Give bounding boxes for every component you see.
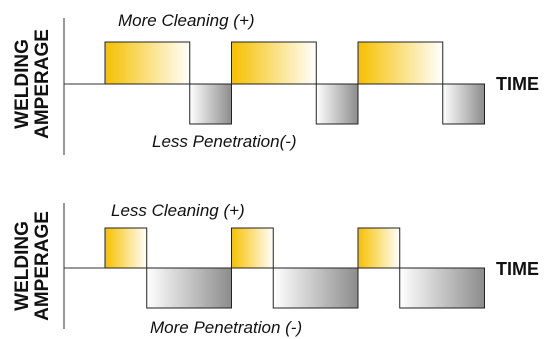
y-axis-label-welding: WELDING <box>12 221 33 311</box>
negative-pulse <box>315 83 359 125</box>
negative-pulse <box>146 267 232 309</box>
positive-pulse <box>231 41 317 85</box>
positive-pulse <box>104 41 191 85</box>
panel-more-cleaning: WELDING AMPERAGE TIME More Cleaning (+) … <box>12 11 539 155</box>
negative-pulse <box>399 267 485 309</box>
y-axis-label-amperage: AMPERAGE <box>32 29 53 139</box>
positive-annotation: More Cleaning (+) <box>118 11 255 30</box>
positive-annotation: Less Cleaning (+) <box>111 201 245 220</box>
positive-pulse <box>357 41 444 85</box>
negative-pulse <box>442 83 486 125</box>
negative-annotation: More Penetration (-) <box>150 318 302 337</box>
positive-pulse <box>357 227 401 269</box>
y-axis-label-welding: WELDING <box>12 39 33 129</box>
negative-pulse <box>189 83 233 125</box>
time-label: TIME <box>496 259 539 279</box>
y-axis-label-amperage: AMPERAGE <box>32 211 53 321</box>
positive-pulse <box>104 227 148 269</box>
negative-annotation: Less Penetration(-) <box>152 132 297 151</box>
negative-pulse <box>272 267 359 309</box>
positive-pulse <box>231 227 274 269</box>
time-label: TIME <box>496 74 539 94</box>
panel-less-cleaning: WELDING AMPERAGE TIME Less Cleaning (+) … <box>12 201 539 337</box>
